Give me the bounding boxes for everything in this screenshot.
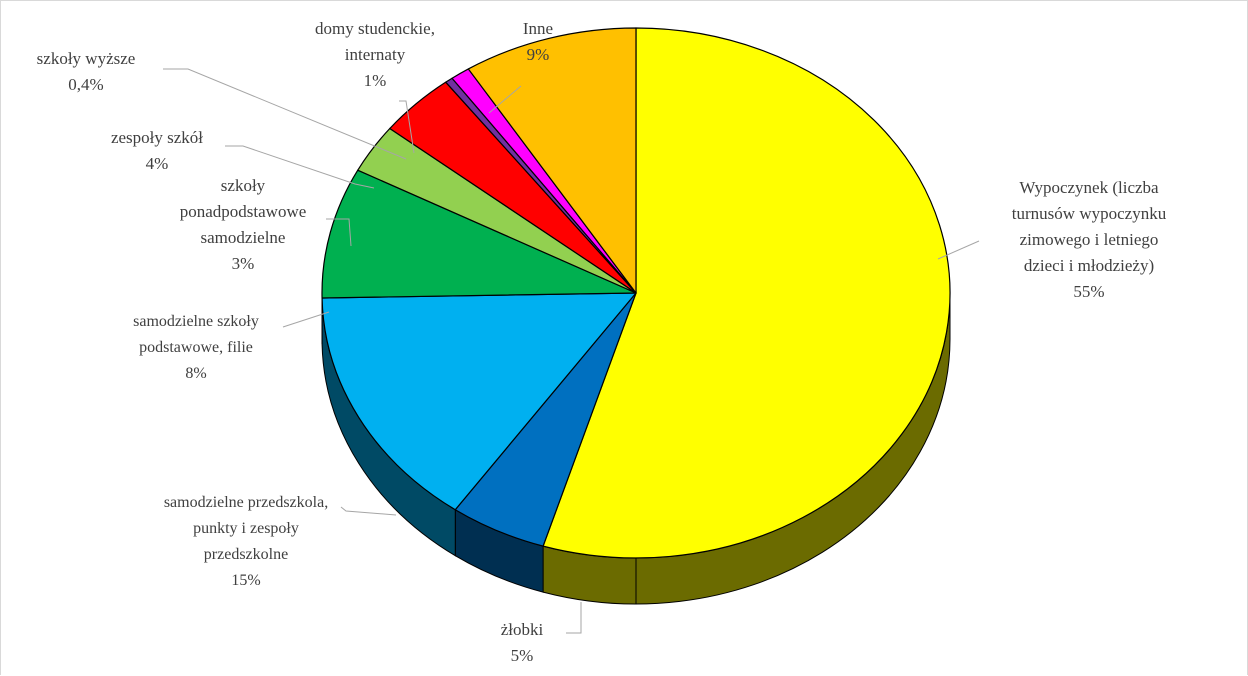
slice-value-label: 0,4% (68, 75, 103, 94)
leader-line-2 (341, 507, 396, 515)
slice-name-line: podstawowe, filie (139, 339, 253, 356)
slice-label-2: samodzielne przedszkola, punkty i zespoły… (164, 494, 328, 589)
slice-label-3: samodzielne szkoły podstawowe, filie 8% (133, 313, 259, 382)
slice-name-line: Wypoczynek (liczba (1019, 178, 1159, 197)
slice-name-line: ponadpodstawowe (180, 202, 307, 221)
slice-value-label: 3% (232, 254, 255, 273)
slice-value-label: 1% (364, 71, 387, 90)
slice-name-line: zespoły szkół (111, 128, 203, 147)
slice-value-label: 5% (511, 646, 534, 665)
slice-name-line: domy studenckie, (315, 19, 435, 38)
slice-name-line: samodzielne (201, 228, 286, 247)
slice-value-label: 9% (527, 45, 550, 64)
slice-label-6: szkoły wyższe 0,4% (37, 49, 136, 94)
slice-name-line: Inne (523, 19, 553, 38)
slice-name-line: żłobki (501, 620, 544, 639)
slice-value-label: 4% (146, 154, 169, 173)
slice-value-label: 15% (231, 572, 260, 589)
slice-name-line: samodzielne przedszkola, (164, 494, 328, 511)
slice-label-5: zespoły szkół 4% (111, 128, 203, 173)
slice-name-line: szkoły (221, 176, 266, 195)
slice-name-line: zimowego i letniego (1020, 230, 1159, 249)
slice-name-line: szkoły wyższe (37, 49, 136, 68)
slice-label-1: żłobki 5% (501, 620, 544, 665)
slice-name-line: turnusów wypoczynku (1012, 204, 1167, 223)
leader-line-1 (566, 602, 581, 633)
slice-label-0: Wypoczynek (liczba turnusów wypoczynku zim… (1012, 178, 1167, 301)
slice-name-line: przedszkolne (204, 546, 288, 563)
slice-value-label: 55% (1073, 282, 1104, 301)
slice-name-line: dzieci i młodzieży) (1024, 256, 1154, 275)
slice-value-label: 8% (185, 365, 206, 382)
slice-label-7: domy studenckie, internaty 1% (315, 19, 435, 90)
slice-name-line: internaty (345, 45, 406, 64)
slice-label-4: szkoły ponadpodstawowe samodzielne 3% (180, 176, 307, 273)
slice-name-line: samodzielne szkoły (133, 313, 259, 330)
slice-name-line: punkty i zespoły (193, 520, 299, 537)
pie-slices (322, 28, 950, 558)
